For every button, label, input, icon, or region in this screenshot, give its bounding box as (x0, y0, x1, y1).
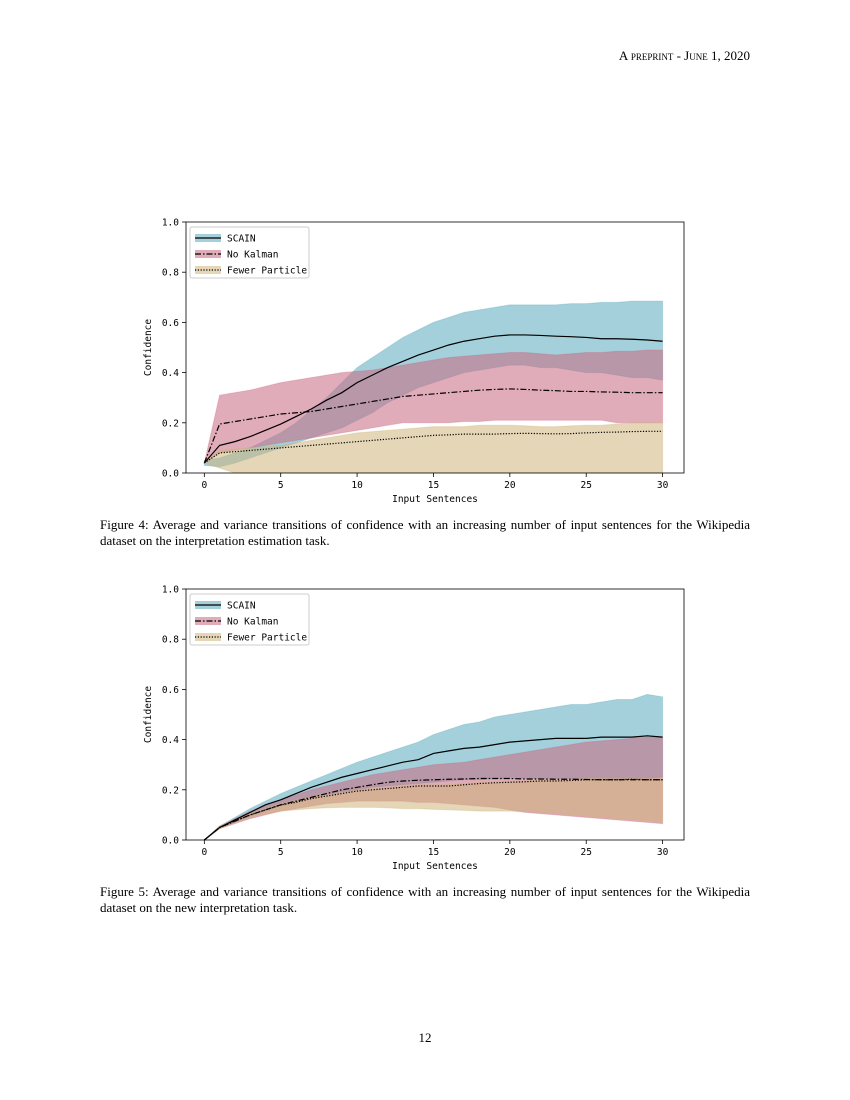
mean-line (204, 430, 663, 464)
y-axis-label: Confidence (143, 686, 154, 743)
caption: Figure 5: Average and variance transitio… (100, 884, 750, 915)
chart: 0 5 10 15 20 25 30 0.0 0.2 0.4 0.6 0.8 1.0 Input Sent… (143, 218, 685, 505)
y-tick-label: 0.2 (162, 418, 179, 429)
x-tick-label: 10 (351, 847, 363, 858)
legend-label: SCAIN (227, 234, 256, 245)
x-tick-label: 20 (504, 847, 516, 858)
x-tick-label: 30 (657, 480, 669, 491)
x-axis-label: Input Sentences (392, 494, 478, 505)
variance-band (203, 778, 664, 841)
y-tick-label: 0.0 (162, 469, 179, 480)
y-tick-label: 0.0 (162, 836, 179, 847)
y-tick-label: 0.8 (162, 635, 179, 646)
plot-frame (185, 588, 685, 841)
mean-line (203, 388, 663, 464)
mean-line (203, 778, 663, 841)
chart: 0 5 10 15 20 25 30 0.0 0.2 0.4 0.6 0.8 1.0 Input Sent… (143, 585, 685, 872)
legend-swatch (195, 266, 221, 274)
legend-label: Fewer Particle (227, 633, 307, 644)
legend-label: No Kalman (227, 250, 278, 261)
y-tick-label: 0.4 (162, 735, 179, 746)
x-tick-label: 5 (278, 480, 284, 491)
mean-line (203, 735, 663, 841)
y-tick-label: 1.0 (162, 218, 179, 229)
mean-line (203, 334, 663, 464)
variance-band (203, 349, 664, 465)
x-tick-label: 10 (351, 480, 363, 491)
running-head: A preprint - June 1, 2020 (618, 48, 750, 63)
x-tick-label: 20 (504, 480, 516, 491)
x-tick-label: 15 (428, 480, 439, 491)
legend-label: SCAIN (227, 601, 256, 612)
x-tick-label: 15 (428, 847, 439, 858)
y-tick-label: 0.4 (162, 368, 179, 379)
x-axis-label: Input Sentences (392, 861, 478, 872)
page-number: 12 (418, 1030, 432, 1045)
x-tick-label: 30 (657, 847, 669, 858)
y-axis-label: Confidence (143, 319, 154, 376)
y-tick-label: 0.8 (162, 268, 179, 279)
x-tick-label: 0 (201, 480, 207, 491)
x-tick-label: 5 (278, 847, 284, 858)
y-tick-label: 0.2 (162, 785, 179, 796)
legend-label: No Kalman (227, 617, 278, 628)
x-tick-label: 25 (581, 847, 592, 858)
plot-frame (185, 221, 685, 474)
caption: Figure 4: Average and variance transitio… (100, 517, 750, 548)
y-tick-label: 0.6 (162, 685, 179, 696)
y-tick-label: 0.6 (162, 318, 179, 329)
x-tick-label: 25 (581, 480, 592, 491)
legend-swatch (195, 633, 221, 641)
legend-label: Fewer Particle (227, 266, 307, 277)
x-tick-label: 0 (201, 847, 207, 858)
y-tick-label: 1.0 (162, 585, 179, 596)
